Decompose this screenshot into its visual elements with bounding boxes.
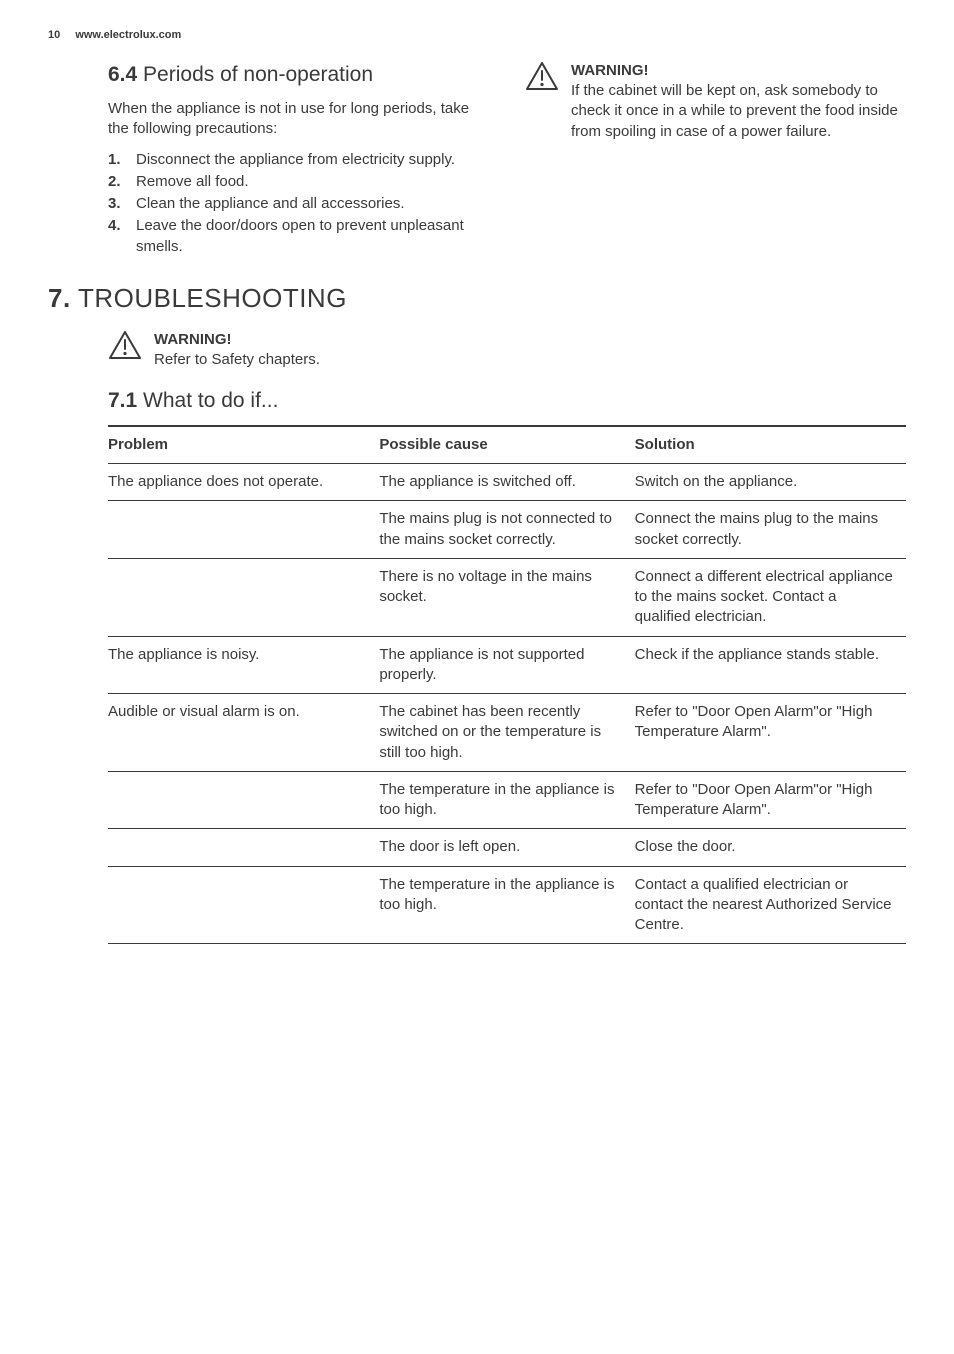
warning-label: WARNING! — [154, 330, 906, 350]
table-row: The temperature in the appliance is too … — [108, 866, 906, 944]
cell-problem — [108, 558, 379, 636]
section-6-4-number: 6.4 — [108, 63, 137, 86]
col-header-solution: Solution — [635, 426, 906, 464]
table-row: There is no voltage in the mains socket.… — [108, 558, 906, 636]
warning-box-mid: WARNING! Refer to Safety chapters. — [108, 330, 906, 371]
page-header: 10 www.electrolux.com — [48, 28, 906, 43]
cell-problem — [108, 501, 379, 559]
cell-solution: Connect the mains plug to the mains sock… — [635, 501, 906, 559]
col-header-problem: Problem — [108, 426, 379, 464]
warning-text-mid: WARNING! Refer to Safety chapters. — [154, 330, 906, 371]
table-header-row: Problem Possible cause Solution — [108, 426, 906, 464]
section-7-heading: 7. TROUBLESHOOTING — [48, 281, 906, 316]
cell-cause: The mains plug is not connected to the m… — [379, 501, 634, 559]
section-7-number: 7. — [48, 283, 71, 313]
warning-box-top: WARNING! If the cabinet will be kept on,… — [525, 61, 906, 142]
col-header-cause: Possible cause — [379, 426, 634, 464]
cell-problem: Audible or visual alarm is on. — [108, 694, 379, 772]
section-6-4-heading: 6.4 Periods of non-operation — [108, 61, 489, 89]
step-item: Clean the appliance and all accessories. — [108, 194, 489, 214]
cell-cause: The appliance is not supported properly. — [379, 636, 634, 694]
table-row: The appliance does not operate. The appl… — [108, 464, 906, 501]
section-6-4-intro: When the appliance is not in use for lon… — [108, 99, 489, 140]
cell-cause: The cabinet has been recently switched o… — [379, 694, 634, 772]
cell-problem — [108, 866, 379, 944]
table-row: The appliance is noisy. The appliance is… — [108, 636, 906, 694]
table-row: The temperature in the appliance is too … — [108, 771, 906, 829]
table-row: Audible or visual alarm is on. The cabin… — [108, 694, 906, 772]
cell-cause: The door is left open. — [379, 829, 634, 866]
warning-triangle-icon — [525, 61, 559, 91]
cell-solution: Connect a different electrical appliance… — [635, 558, 906, 636]
cell-cause: The temperature in the appliance is too … — [379, 771, 634, 829]
cell-problem: The appliance is noisy. — [108, 636, 379, 694]
cell-solution: Close the door. — [635, 829, 906, 866]
section-6-4-title: Periods of non-operation — [143, 63, 373, 86]
cell-problem — [108, 829, 379, 866]
troubleshooting-table: Problem Possible cause Solution The appl… — [108, 425, 906, 945]
section-7-title: TROUBLESHOOTING — [78, 283, 347, 313]
top-column-left: 6.4 Periods of non-operation When the ap… — [48, 61, 489, 259]
section-7-1-number: 7.1 — [108, 389, 137, 412]
section-7-1-title: What to do if... — [143, 389, 278, 412]
table-row: The mains plug is not connected to the m… — [108, 501, 906, 559]
table-body: The appliance does not operate. The appl… — [108, 464, 906, 944]
warning-triangle-icon — [108, 330, 142, 360]
section-7-1-heading: 7.1 What to do if... — [108, 387, 906, 415]
top-column-right: WARNING! If the cabinet will be kept on,… — [525, 61, 906, 259]
cell-solution: Switch on the appliance. — [635, 464, 906, 501]
cell-solution: Contact a qualified electrician or conta… — [635, 866, 906, 944]
warning-text-top: WARNING! If the cabinet will be kept on,… — [571, 61, 906, 142]
cell-problem: The appliance does not operate. — [108, 464, 379, 501]
top-columns: 6.4 Periods of non-operation When the ap… — [48, 61, 906, 259]
table-row: The door is left open. Close the door. — [108, 829, 906, 866]
page-number: 10 — [48, 29, 60, 41]
cell-cause: There is no voltage in the mains socket. — [379, 558, 634, 636]
site-url: www.electrolux.com — [75, 29, 181, 41]
warning-body: If the cabinet will be kept on, ask some… — [571, 81, 906, 142]
cell-solution: Refer to "Door Open Alarm"or "High Tempe… — [635, 694, 906, 772]
warning-body: Refer to Safety chapters. — [154, 350, 906, 370]
step-item: Leave the door/doors open to prevent unp… — [108, 216, 489, 257]
cell-solution: Refer to "Door Open Alarm"or "High Tempe… — [635, 771, 906, 829]
cell-cause: The temperature in the appliance is too … — [379, 866, 634, 944]
step-item: Remove all food. — [108, 172, 489, 192]
section-6-4-steps: Disconnect the appliance from electricit… — [108, 150, 489, 257]
cell-cause: The appliance is switched off. — [379, 464, 634, 501]
step-item: Disconnect the appliance from electricit… — [108, 150, 489, 170]
cell-problem — [108, 771, 379, 829]
warning-label: WARNING! — [571, 61, 906, 81]
cell-solution: Check if the appliance stands stable. — [635, 636, 906, 694]
section-7-body: WARNING! Refer to Safety chapters. 7.1 W… — [48, 330, 906, 944]
